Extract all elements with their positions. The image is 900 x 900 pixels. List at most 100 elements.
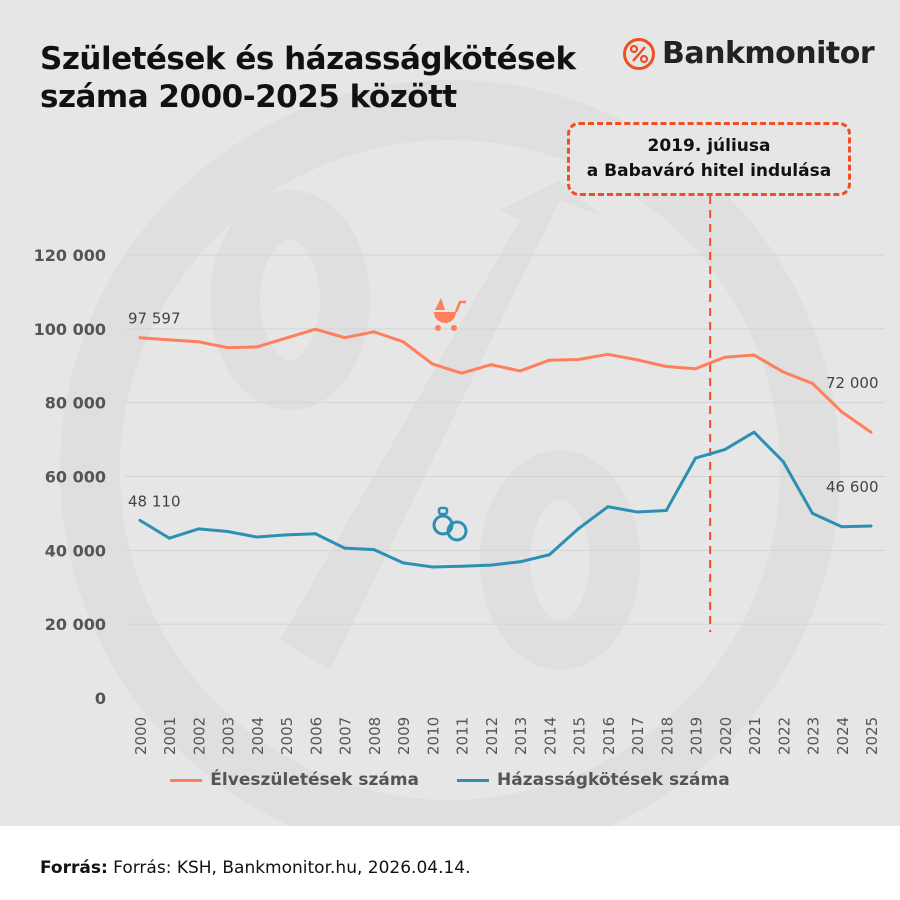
x-tick-label: 2011: [454, 717, 472, 755]
chart-plot: 0 20 000 40 000 60 000 80 000 100 000 120 000 2…: [33, 80, 885, 826]
x-tick-label: 2014: [541, 717, 559, 755]
bankmonitor-logo: Bankmonitor: [622, 36, 875, 71]
data-point: [752, 430, 756, 434]
x-tick-label: 2012: [483, 717, 501, 755]
data-point: [694, 456, 698, 460]
data-point: [518, 560, 522, 564]
data-point: [606, 352, 610, 356]
data-point: [460, 371, 464, 375]
data-point: [547, 358, 551, 362]
baby-carriage-icon: [434, 298, 466, 331]
series-line-0: [139, 327, 872, 434]
x-tick-label: 2000: [132, 717, 150, 755]
last-value-label: 72 000: [826, 374, 879, 392]
x-tick-label: 2002: [190, 717, 208, 755]
data-point: [372, 548, 376, 552]
series-line-1: [139, 430, 872, 569]
y-tick-label: 0: [95, 689, 106, 708]
y-tick-label: 120 000: [34, 246, 106, 265]
x-tick-label: 2024: [834, 717, 852, 755]
y-tick-label: 60 000: [45, 468, 106, 487]
y-tick-label: 100 000: [34, 320, 106, 339]
legend-swatch-marriages: [457, 778, 490, 782]
legend-item-births: Élveszületések száma: [170, 770, 419, 790]
title-line-1: Születések és házasságkötések: [40, 41, 576, 77]
legend: Élveszületések száma Házasságkötések szá…: [0, 770, 900, 790]
data-point: [196, 340, 200, 344]
last-value-label: 46 600: [826, 478, 879, 496]
watermark-ring: [60, 80, 840, 826]
data-point: [401, 340, 405, 344]
y-tick-label: 40 000: [45, 541, 106, 560]
x-tick-label: 2023: [805, 717, 823, 755]
percent-circle-icon: [623, 37, 655, 70]
data-point: [811, 381, 815, 385]
data-point: [167, 536, 171, 540]
x-tick-label: 2013: [512, 717, 530, 755]
x-tick-label: 2019: [688, 717, 706, 755]
data-point: [313, 532, 317, 536]
data-point: [606, 505, 610, 509]
data-point: [811, 511, 815, 515]
first-value-label: 97 597: [128, 310, 181, 328]
legend-swatch-births: [170, 778, 203, 782]
y-tick-label: 80 000: [45, 394, 106, 413]
source-footer: Forrás: Forrás: KSH, Bankmonitor.hu, 202…: [40, 858, 471, 878]
callout-line-1: 2019. júliusa: [647, 136, 771, 156]
data-point: [255, 345, 259, 349]
data-point: [518, 369, 522, 373]
data-point: [226, 530, 230, 534]
data-point: [781, 370, 785, 374]
x-tick-label: 2007: [337, 717, 355, 755]
data-point: [255, 535, 259, 539]
x-tick-label: 2021: [746, 717, 764, 755]
data-point: [460, 564, 464, 568]
y-tick-label: 20 000: [45, 615, 106, 634]
data-point: [664, 508, 668, 512]
callout-line-2: a Babaváró hitel indulása: [586, 161, 832, 181]
data-point: [869, 524, 873, 528]
data-point: [752, 353, 756, 357]
x-tick-label: 2018: [658, 717, 676, 755]
legend-item-marriages: Házasságkötések száma: [457, 770, 730, 790]
chart-title: Születések és házasságkötések száma 2000…: [40, 40, 576, 116]
x-tick-label: 2008: [366, 717, 384, 755]
x-tick-label: 2015: [571, 717, 589, 755]
x-tick-label: 2004: [249, 717, 267, 755]
title-line-2: száma 2000-2025 között: [40, 79, 457, 115]
wedding-rings-icon: [432, 506, 468, 542]
legend-label-births: Élveszületések száma: [210, 770, 420, 790]
data-point: [840, 525, 844, 529]
data-point: [430, 565, 434, 569]
data-point: [343, 336, 347, 340]
legend-label-marriages: Házasságkötések száma: [497, 770, 730, 790]
data-point: [196, 527, 200, 531]
x-tick-label: 2025: [863, 717, 881, 755]
data-point: [489, 363, 493, 367]
data-point: [840, 410, 844, 414]
x-tick-label: 2017: [629, 717, 647, 755]
watermark-percent-top: [210, 190, 370, 410]
data-point: [401, 561, 405, 565]
data-point: [635, 358, 639, 362]
x-tick-label: 2003: [220, 717, 238, 755]
data-point: [372, 330, 376, 334]
first-value-label: 48 110: [128, 492, 181, 510]
data-point: [138, 336, 142, 340]
data-point: [284, 336, 288, 340]
data-point: [694, 367, 698, 371]
data-point: [635, 510, 639, 514]
data-point: [284, 533, 288, 537]
x-tick-label: 2016: [600, 717, 618, 755]
data-point: [577, 357, 581, 361]
source-text: Forrás: KSH, Bankmonitor.hu, 2026.04.14.: [113, 858, 471, 878]
watermark-percent-bottom: [480, 450, 640, 670]
data-point: [430, 362, 434, 366]
data-point: [167, 338, 171, 342]
data-point: [138, 518, 142, 522]
data-point: [489, 563, 493, 567]
x-tick-label: 2001: [161, 717, 179, 755]
callout-box: 2019. júliusa a Babaváró hitel indulása: [567, 122, 851, 196]
source-label: Forrás:: [40, 858, 108, 878]
x-tick-label: 2010: [424, 717, 442, 755]
